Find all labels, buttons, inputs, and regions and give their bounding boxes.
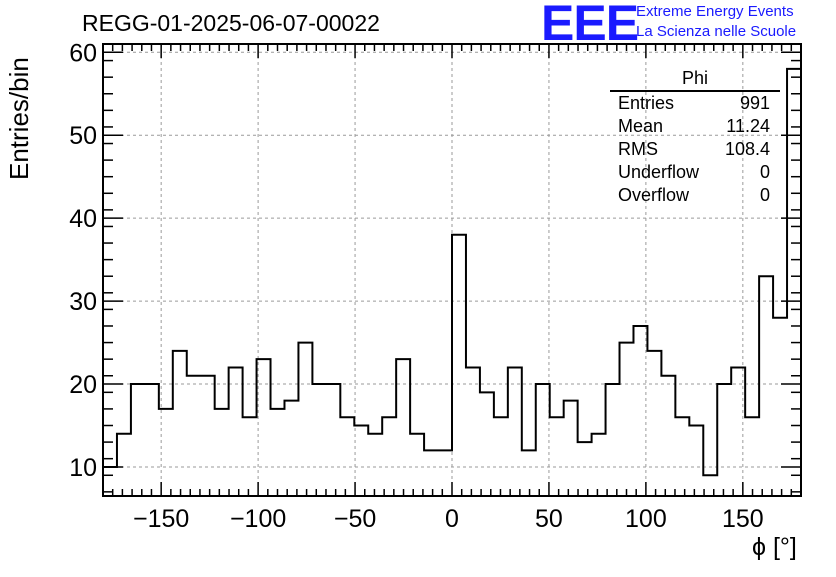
histogram-line <box>103 67 801 477</box>
stats-label: Underflow <box>618 162 700 182</box>
y-tick-label: 60 <box>69 39 97 67</box>
stats-value: 0 <box>759 162 770 182</box>
y-axis-label: Entries/bin <box>4 57 34 180</box>
y-tick-label: 40 <box>69 205 97 233</box>
x-tick-label: 100 <box>625 505 667 533</box>
x-tick-label: 150 <box>722 505 764 533</box>
stats-label: RMS <box>618 139 658 159</box>
stats-row-underflow: Underflow 0 <box>610 161 780 184</box>
x-tick-label: −100 <box>230 505 286 533</box>
plot-title: REGG-01-2025-06-07-00022 <box>82 10 380 36</box>
x-tick-label: 0 <box>445 505 459 533</box>
x-tick-label: 50 <box>535 505 563 533</box>
stats-title: Phi <box>610 68 780 92</box>
logo-line-1: Extreme Energy Events <box>636 3 794 20</box>
stats-label: Entries <box>618 93 675 113</box>
stats-label: Mean <box>618 116 664 136</box>
x-tick-label: −150 <box>133 505 189 533</box>
y-tick-label: 30 <box>69 288 97 316</box>
y-tick-label: 50 <box>69 122 97 150</box>
stats-value: 108.4 <box>724 139 770 159</box>
y-tick-label: 20 <box>69 371 97 399</box>
stats-value: 11.24 <box>726 116 770 136</box>
stats-box: Phi Entries 991 Mean 11.24 RMS 108.4 Und… <box>610 68 780 207</box>
stats-label: Overflow <box>618 185 690 205</box>
stats-row-entries: Entries 991 <box>610 92 780 115</box>
y-tick-label: 10 <box>69 454 97 482</box>
stats-row-mean: Mean 11.24 <box>610 115 780 138</box>
stats-value: 0 <box>759 185 770 205</box>
x-axis-label: ϕ [°] <box>752 533 797 561</box>
eee-logo: EEE <box>541 0 639 51</box>
stats-value: 991 <box>739 93 770 113</box>
axis-ticks <box>103 43 801 496</box>
tick-labels: −150 −100 −50 0 50 100 150 10 20 30 40 50 60 <box>69 39 764 533</box>
x-tick-label: −50 <box>334 505 376 533</box>
stats-row-overflow: Overflow 0 <box>610 184 780 207</box>
stats-row-rms: RMS 108.4 <box>610 138 780 161</box>
logo-line-2: La Scienza nelle Scuole <box>636 23 797 40</box>
